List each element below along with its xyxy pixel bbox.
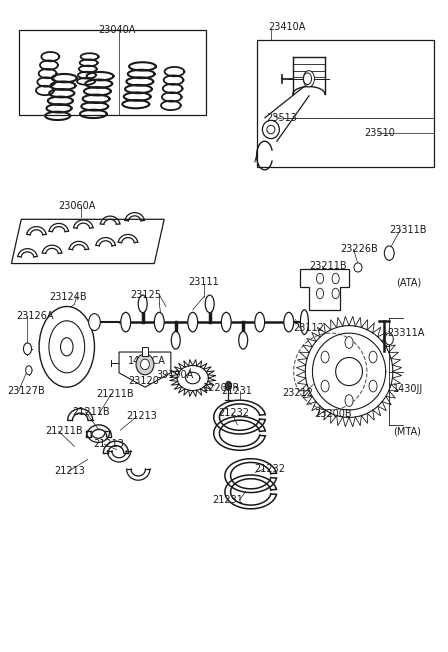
Polygon shape <box>11 219 164 263</box>
Text: 23111: 23111 <box>189 276 219 287</box>
Text: 39190A: 39190A <box>156 370 194 380</box>
Text: 23200B: 23200B <box>314 409 352 419</box>
Ellipse shape <box>255 312 265 332</box>
Text: 23510: 23510 <box>365 128 396 138</box>
Text: 21231: 21231 <box>212 495 243 505</box>
Circle shape <box>385 333 393 345</box>
Circle shape <box>39 306 95 387</box>
Ellipse shape <box>205 295 214 313</box>
Text: 21232: 21232 <box>254 464 285 474</box>
Text: 21231: 21231 <box>221 386 252 396</box>
Text: 23127B: 23127B <box>8 386 45 396</box>
Ellipse shape <box>300 310 308 334</box>
Circle shape <box>332 288 339 299</box>
Ellipse shape <box>136 354 154 375</box>
Ellipse shape <box>188 312 198 332</box>
Circle shape <box>316 288 323 299</box>
Text: 23410A: 23410A <box>269 22 306 32</box>
Text: 23311B: 23311B <box>389 225 427 235</box>
Ellipse shape <box>263 121 280 139</box>
Text: 23120: 23120 <box>128 376 159 386</box>
Circle shape <box>225 381 232 391</box>
Text: 21211B: 21211B <box>45 426 83 436</box>
Polygon shape <box>119 352 171 387</box>
Circle shape <box>345 394 353 406</box>
Circle shape <box>303 73 311 85</box>
Circle shape <box>26 366 32 375</box>
Text: 1430JJ: 1430JJ <box>393 384 423 394</box>
Bar <box>142 347 148 356</box>
Text: 23311A: 23311A <box>387 327 424 338</box>
Ellipse shape <box>121 312 131 332</box>
Text: 1220FR: 1220FR <box>203 383 241 393</box>
Circle shape <box>321 380 329 392</box>
Text: 23126A: 23126A <box>16 311 54 321</box>
Text: 21213: 21213 <box>94 439 125 449</box>
Ellipse shape <box>221 312 231 332</box>
Circle shape <box>369 351 377 363</box>
Circle shape <box>345 336 353 348</box>
Text: 23112: 23112 <box>293 323 324 333</box>
Text: 23513: 23513 <box>267 113 297 123</box>
Ellipse shape <box>284 312 294 332</box>
Circle shape <box>321 351 329 363</box>
Text: 23212: 23212 <box>282 388 313 398</box>
Bar <box>258 40 434 167</box>
Text: 23125: 23125 <box>130 289 161 300</box>
Text: 21213: 21213 <box>127 411 158 421</box>
Ellipse shape <box>141 359 150 370</box>
Text: 1431CA: 1431CA <box>128 356 166 366</box>
Ellipse shape <box>171 331 180 349</box>
Text: 23211B: 23211B <box>309 261 346 271</box>
Ellipse shape <box>154 312 164 332</box>
Circle shape <box>89 314 100 331</box>
Circle shape <box>332 273 339 284</box>
Text: 23060A: 23060A <box>58 201 95 211</box>
Circle shape <box>316 273 323 284</box>
Text: 21211B: 21211B <box>97 389 134 398</box>
Bar <box>18 30 206 115</box>
Ellipse shape <box>239 331 248 349</box>
Polygon shape <box>300 269 349 310</box>
Circle shape <box>60 338 73 356</box>
Text: 21211B: 21211B <box>72 407 110 417</box>
Circle shape <box>23 343 31 355</box>
Text: 21213: 21213 <box>54 466 85 476</box>
Ellipse shape <box>267 125 275 134</box>
Text: (ATA): (ATA) <box>396 277 421 288</box>
Text: 23040A: 23040A <box>98 25 135 35</box>
Text: (MTA): (MTA) <box>393 426 421 436</box>
Ellipse shape <box>354 263 362 272</box>
Ellipse shape <box>138 295 147 313</box>
Ellipse shape <box>303 70 314 87</box>
Text: 23226B: 23226B <box>340 244 378 254</box>
Circle shape <box>384 246 394 260</box>
Text: 23124B: 23124B <box>49 291 86 302</box>
Circle shape <box>369 380 377 392</box>
Text: 21232: 21232 <box>218 408 249 418</box>
Circle shape <box>49 321 85 373</box>
